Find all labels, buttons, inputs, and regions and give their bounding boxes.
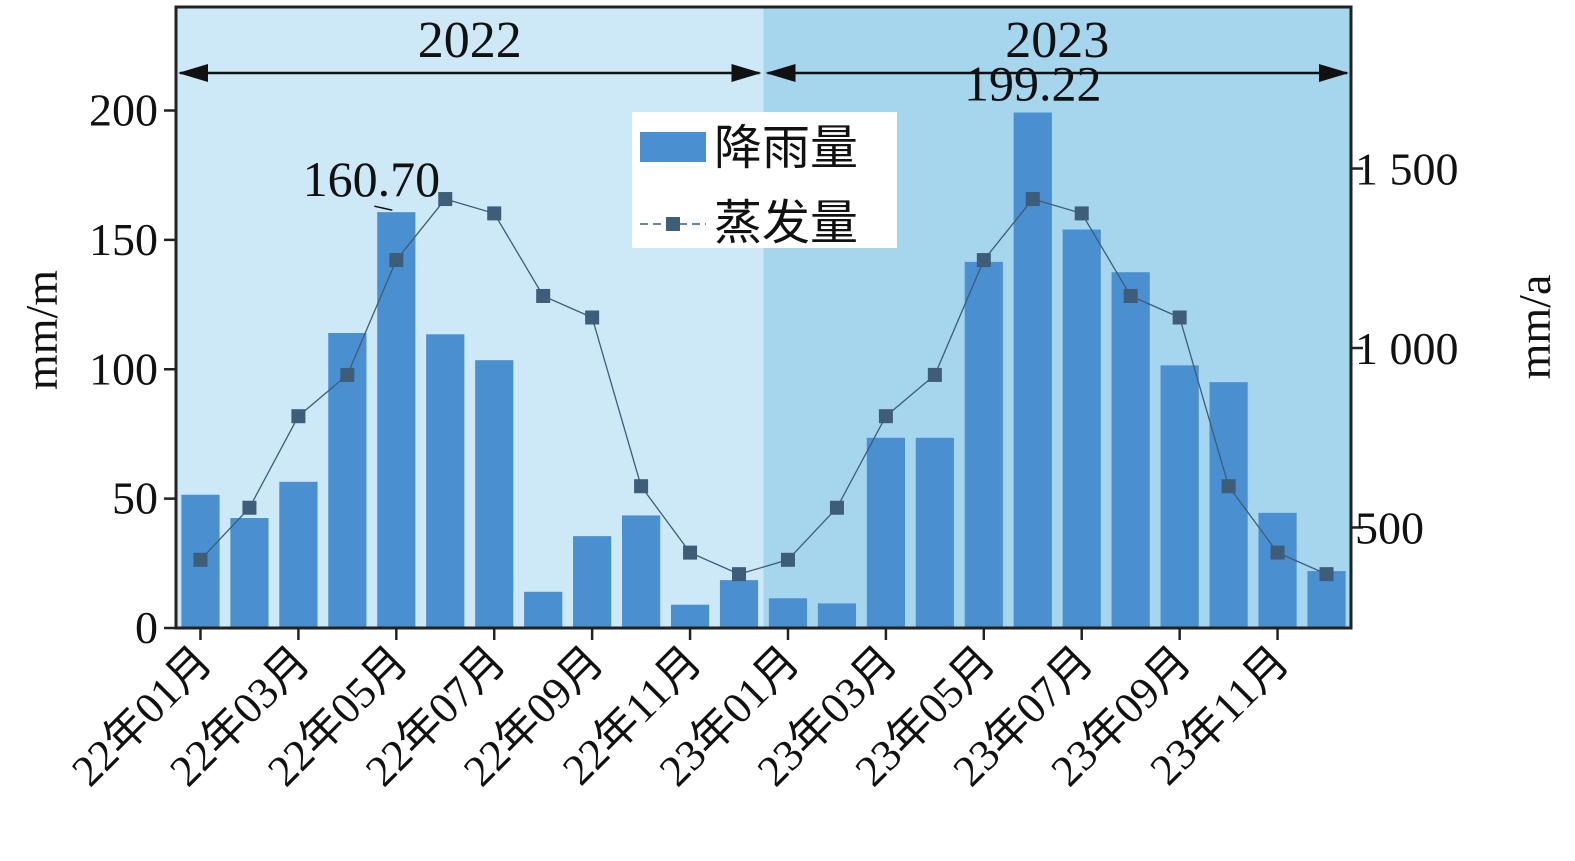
evaporation-marker-3 bbox=[291, 409, 306, 424]
plot-frame bbox=[174, 5, 1353, 630]
evaporation-marker-19 bbox=[1074, 206, 1089, 221]
evaporation-marker-7 bbox=[487, 206, 502, 221]
rainfall-bar-17 bbox=[964, 261, 1003, 628]
evaporation-marker-16 bbox=[927, 367, 942, 382]
rainfall-bar-23 bbox=[1258, 512, 1297, 628]
legend-label-rainfall: 降雨量 bbox=[714, 120, 858, 176]
y-right-tick-label-500: 500 bbox=[1355, 502, 1424, 553]
rainfall-bar-21 bbox=[1160, 365, 1199, 628]
rainfall-bar-20 bbox=[1111, 272, 1150, 628]
evaporation-marker-14 bbox=[829, 500, 844, 515]
evaporation-marker-9 bbox=[585, 310, 600, 325]
legend-swatch-rainfall bbox=[640, 132, 706, 162]
rainfall-bar-5 bbox=[377, 212, 416, 628]
evaporation-marker-6 bbox=[438, 192, 453, 207]
rainfall-bar-11 bbox=[670, 604, 710, 628]
rainfall-bar-22 bbox=[1209, 382, 1248, 628]
rainfall-bar-16 bbox=[915, 437, 954, 628]
annotations: 160.70 199.22 bbox=[303, 56, 1102, 211]
evaporation-marker-18 bbox=[1025, 192, 1040, 207]
rainfall-bar-13 bbox=[768, 598, 808, 628]
value-annotation-1: 160.70 bbox=[303, 151, 441, 207]
evaporation-line-path bbox=[200, 198, 1327, 575]
rainfall-bar-15 bbox=[866, 437, 905, 628]
rainfall-bar-12 bbox=[719, 580, 759, 628]
evaporation-marker-2 bbox=[242, 500, 257, 515]
evaporation-marker-12 bbox=[732, 567, 747, 582]
rainfall-bars bbox=[181, 112, 1346, 628]
evaporation-marker-17 bbox=[976, 253, 991, 268]
value-annotation-2: 199.22 bbox=[964, 56, 1102, 112]
y-right-tick-label-1500: 1 500 bbox=[1355, 144, 1459, 195]
period-arrow-right-2022 bbox=[731, 64, 762, 82]
evaporation-marker-5 bbox=[389, 253, 404, 268]
rainfall-bar-8 bbox=[524, 591, 563, 628]
evaporation-marker-15 bbox=[878, 409, 893, 424]
rainfall-bar-3 bbox=[279, 481, 318, 628]
period-label-2022: 2022 bbox=[418, 12, 522, 69]
rainfall-bar-19 bbox=[1062, 229, 1101, 628]
period-label-2023: 2023 bbox=[1005, 12, 1109, 69]
rainfall-bar-14 bbox=[817, 603, 857, 628]
y-left-tick-label-100: 100 bbox=[89, 343, 158, 394]
y-left-tick-label-200: 200 bbox=[89, 85, 158, 136]
evaporation-marker-22 bbox=[1221, 479, 1236, 494]
evaporation-marker-21 bbox=[1172, 310, 1187, 325]
evaporation-marker-10 bbox=[634, 479, 649, 494]
evaporation-marker-20 bbox=[1123, 288, 1138, 303]
evaporation-marker-8 bbox=[536, 288, 551, 303]
evaporation-marker-23 bbox=[1270, 545, 1285, 560]
evaporation-marker-13 bbox=[780, 552, 795, 567]
period-background-2023 bbox=[763, 7, 1351, 628]
period-backgrounds bbox=[176, 7, 1351, 628]
period-arrow-right-2023 bbox=[1319, 64, 1349, 82]
rainfall-bar-6 bbox=[426, 334, 465, 628]
y-left-tick-label-50: 50 bbox=[112, 473, 158, 524]
y-axis-right-title: mm/a bbox=[1509, 275, 1560, 380]
rainfall-bar-9 bbox=[573, 536, 612, 628]
rainfall-bar-7 bbox=[475, 360, 514, 628]
period-arrow-left-2022 bbox=[178, 64, 208, 82]
y-left-tick-label-150: 150 bbox=[89, 214, 158, 265]
legend-swatch-evaporation-marker bbox=[666, 217, 680, 231]
evaporation-marker-11 bbox=[683, 545, 698, 560]
rainfall-bar-18 bbox=[1013, 112, 1052, 628]
evaporation-marker-4 bbox=[340, 367, 355, 382]
annotation-leader-1 bbox=[374, 205, 393, 211]
evaporation-marker-24 bbox=[1319, 567, 1334, 582]
evaporation-line bbox=[193, 192, 1334, 582]
y-axis-left-title: mm/m bbox=[16, 270, 67, 390]
period-background-2022 bbox=[176, 7, 764, 628]
y-right-tick-label-1000: 1 000 bbox=[1355, 323, 1459, 374]
legend: 降雨量 蒸发量 bbox=[632, 112, 897, 251]
evaporation-marker-1 bbox=[193, 552, 208, 567]
rainfall-bar-4 bbox=[328, 333, 367, 628]
y-left-tick-label-0: 0 bbox=[135, 602, 158, 653]
legend-label-evaporation: 蒸发量 bbox=[714, 195, 858, 251]
period-arrow-left-2023 bbox=[765, 64, 796, 82]
rainfall-bar-10 bbox=[622, 515, 661, 628]
rainfall-bar-2 bbox=[230, 518, 269, 628]
